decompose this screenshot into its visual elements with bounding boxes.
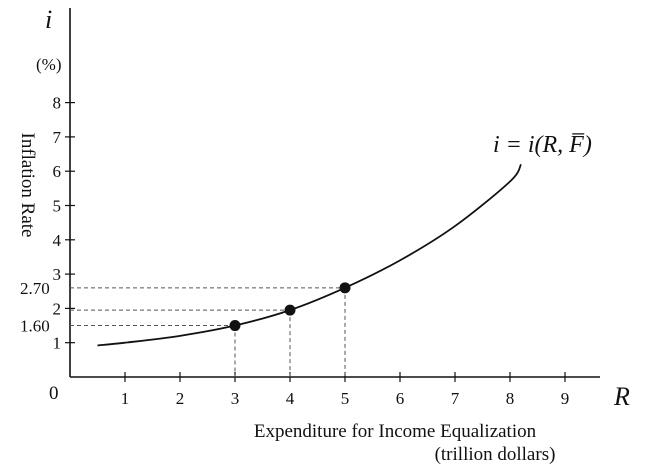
y-tick-label: 2 [53, 299, 62, 318]
y-tick-label: 5 [53, 197, 62, 216]
x-tick-label: 1 [121, 389, 130, 408]
y-axis-unit: (%) [36, 55, 61, 74]
x-tick-label: 9 [561, 389, 570, 408]
y-tick-label: 7 [53, 128, 62, 147]
x-tick-label: 2 [176, 389, 185, 408]
curve-series-line [97, 163, 522, 347]
axes [69, 8, 600, 378]
x-axis-symbol: R [613, 382, 630, 411]
data-point-marker [339, 282, 351, 294]
x-axis-label: Expenditure for Income Equalization [254, 421, 537, 442]
x-tick-label: 8 [506, 389, 515, 408]
data-point-marker [284, 304, 296, 316]
y-axis-symbol: i [45, 5, 52, 34]
x-tick-label: 3 [231, 389, 240, 408]
y-axis-label: Inflation Rate [17, 133, 38, 238]
y-tick-label: 1 [53, 334, 62, 353]
x-tick-label: 4 [286, 389, 295, 408]
y-ticks: 1 2 3 4 5 6 7 8 [53, 94, 75, 353]
data-point-value-label: 2.70 [20, 279, 50, 298]
y-tick-label: 6 [53, 162, 62, 181]
data-points: 1.60 2.70 [20, 279, 351, 336]
curve-label: i = i(R, F̅) [493, 132, 592, 158]
data-point-marker [229, 320, 241, 332]
y-tick-label: 3 [53, 265, 62, 284]
guide-lines [70, 287, 346, 377]
x-axis-unit-label: (trillion dollars) [435, 444, 556, 465]
y-tick-label: 8 [53, 94, 62, 113]
x-tick-label: 5 [341, 389, 350, 408]
origin-label: 0 [49, 383, 59, 404]
data-point-value-label: 1.60 [20, 317, 50, 336]
y-tick-label: 4 [53, 231, 62, 250]
x-tick-label: 6 [396, 389, 405, 408]
x-tick-label: 7 [451, 389, 460, 408]
